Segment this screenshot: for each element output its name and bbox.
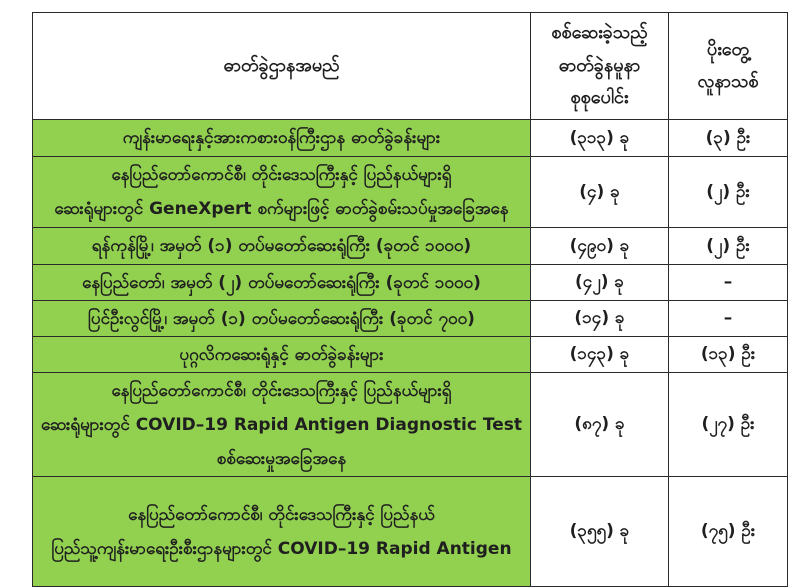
header-samples-tested: စစ်ဆေးခဲ့သည့် ဓာတ်ခွဲနမူနာ စုစုပေါင်း (530, 12, 669, 120)
samples-cell: (၁၄၃) ခု (530, 336, 669, 373)
table-row: ကျန်းမာရေးနှင့်အားကစားဝန်ကြီးဌာန ဓာတ်ခွဲ… (32, 119, 788, 157)
positives-cell: – (668, 264, 788, 301)
table-row: နေပြည်တော်ကောင်စီ၊ တိုင်းဒေသကြီးနှင့် ပြ… (32, 372, 788, 477)
header-row: ဓာတ်ခွဲဌာနအမည် စစ်ဆေးခဲ့သည့် ဓာတ်ခွဲနမူန… (32, 12, 788, 120)
table-header: ဓာတ်ခွဲဌာနအမည် စစ်ဆေးခဲ့သည့် ဓာတ်ခွဲနမူန… (32, 12, 788, 120)
lab-name-cell: နေပြည်တော်၊ အမှတ် (၂) တပ်မတော်ဆေးရုံကြီး… (32, 264, 531, 301)
lab-name-cell: နေပြည်တော်ကောင်စီ၊ တိုင်းဒေသကြီးနှင့် ပြ… (32, 476, 531, 587)
table-row: ပုဂ္ဂလိကဆေးရုံနှင့် ဓာတ်ခွဲခန်းများ (၁၄၃… (32, 336, 788, 373)
lab-name-cell: ပြင်ဦးလွင်မြို့၊ အမှတ် (၁) တပ်မတော်ဆေးရု… (32, 300, 531, 337)
lab-name-cell: ပုဂ္ဂလိကဆေးရုံနှင့် ဓာတ်ခွဲခန်းများ (32, 336, 531, 373)
samples-cell: (၃၁၃) ခု (530, 119, 669, 157)
lab-name-cell: ရန်ကုန်မြို့၊ အမှတ် (၁) တပ်မတော်ဆေးရုံကြ… (32, 227, 531, 265)
positives-cell: (၂) ဦး (668, 156, 788, 228)
lab-testing-table: ဓာတ်ခွဲဌာနအမည် စစ်ဆေးခဲ့သည့် ဓာတ်ခွဲနမူန… (32, 12, 788, 587)
document-page: { "colors": { "highlight_green": "#92d05… (32, 12, 788, 587)
positives-cell: (၇၅) ဦး (668, 476, 788, 587)
table-row: ရန်ကုန်မြို့၊ အမှတ် (၁) တပ်မတော်ဆေးရုံကြ… (32, 227, 788, 265)
samples-cell: (၄၉၀) ခု (530, 227, 669, 265)
table-row: နေပြည်တော်ကောင်စီ၊ တိုင်းဒေသကြီးနှင့် ပြ… (32, 476, 788, 587)
positives-cell: (၁၃) ဦး (668, 336, 788, 373)
samples-cell: (၃၅၅) ခု (530, 476, 669, 587)
table-body: ကျန်းမာရေးနှင့်အားကစားဝန်ကြီးဌာန ဓာတ်ခွဲ… (32, 119, 788, 587)
header-lab-name: ဓာတ်ခွဲဌာနအမည် (32, 12, 531, 120)
positives-cell: (၂) ဦး (668, 227, 788, 265)
lab-name-cell: နေပြည်တော်ကောင်စီ၊ တိုင်းဒေသကြီးနှင့် ပြ… (32, 372, 531, 477)
positives-cell: (၃) ဦး (668, 119, 788, 157)
samples-cell: (၄) ခု (530, 156, 669, 228)
table-row: နေပြည်တော်ကောင်စီ၊ တိုင်းဒေသကြီးနှင့် ပြ… (32, 156, 788, 228)
positives-cell: (၂၇) ဦး (668, 372, 788, 477)
table-row: ပြင်ဦးလွင်မြို့၊ အမှတ် (၁) တပ်မတော်ဆေးရု… (32, 300, 788, 337)
samples-cell: (၁၄) ခု (530, 300, 669, 337)
lab-name-cell: နေပြည်တော်ကောင်စီ၊ တိုင်းဒေသကြီးနှင့် ပြ… (32, 156, 531, 228)
lab-name-cell: ကျန်းမာရေးနှင့်အားကစားဝန်ကြီးဌာန ဓာတ်ခွဲ… (32, 119, 531, 157)
header-new-positives: ပိုးတွေ့ လူနာသစ် (668, 12, 788, 120)
samples-cell: (၈၇) ခု (530, 372, 669, 477)
table-row: နေပြည်တော်၊ အမှတ် (၂) တပ်မတော်ဆေးရုံကြီး… (32, 264, 788, 301)
samples-cell: (၄၂) ခု (530, 264, 669, 301)
positives-cell: – (668, 300, 788, 337)
